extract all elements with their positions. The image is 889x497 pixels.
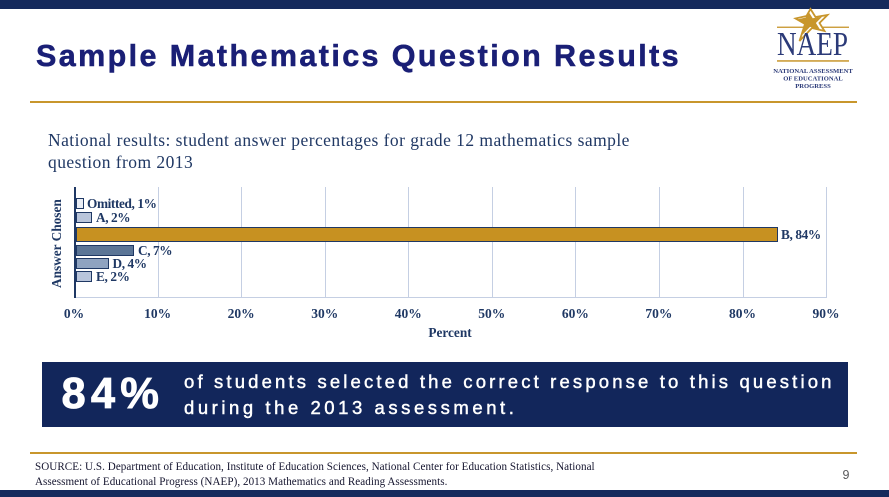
- svg-text:NAEP: NAEP: [777, 26, 848, 63]
- svg-text:NATIONAL ASSESSMENT: NATIONAL ASSESSMENT: [773, 68, 853, 75]
- svg-text:OF EDUCATIONAL: OF EDUCATIONAL: [783, 76, 843, 83]
- svg-text:PROGRESS: PROGRESS: [795, 83, 831, 90]
